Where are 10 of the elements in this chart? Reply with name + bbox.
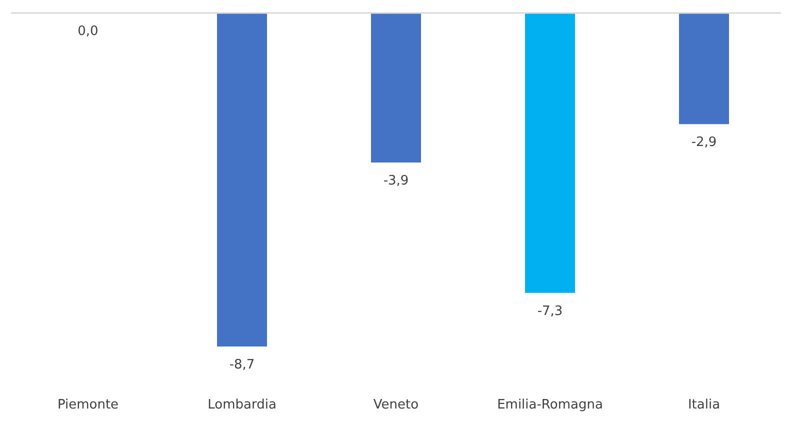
data-label: -3,9 bbox=[383, 174, 409, 188]
x-tick-label: Emilia-Romagna bbox=[497, 398, 603, 412]
data-label: 0,0 bbox=[78, 24, 98, 39]
x-tick-label: Lombardia bbox=[208, 398, 276, 412]
x-tick-label: Piemonte bbox=[57, 398, 119, 412]
data-label: -7,3 bbox=[537, 304, 563, 319]
data-label: -8,7 bbox=[229, 358, 255, 372]
data-label: -2,9 bbox=[691, 135, 717, 150]
x-tick-label: Veneto bbox=[373, 398, 419, 412]
x-tick-label: Italia bbox=[688, 398, 720, 412]
